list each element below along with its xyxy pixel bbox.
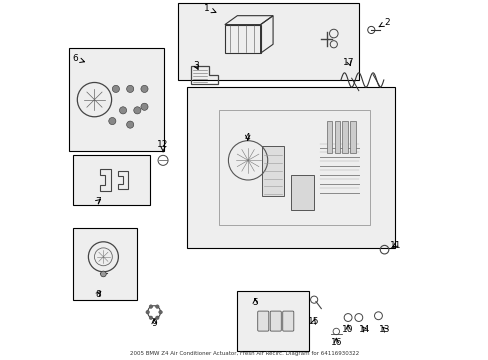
FancyBboxPatch shape bbox=[187, 87, 394, 248]
Text: 1: 1 bbox=[203, 4, 216, 13]
Circle shape bbox=[126, 121, 134, 128]
Circle shape bbox=[126, 85, 134, 93]
Circle shape bbox=[141, 103, 148, 111]
Circle shape bbox=[112, 85, 119, 93]
FancyBboxPatch shape bbox=[290, 175, 313, 210]
Text: 10: 10 bbox=[342, 325, 353, 334]
FancyBboxPatch shape bbox=[73, 155, 149, 205]
Text: 9: 9 bbox=[151, 319, 157, 328]
Circle shape bbox=[149, 305, 152, 309]
FancyBboxPatch shape bbox=[349, 121, 355, 153]
FancyBboxPatch shape bbox=[73, 228, 137, 300]
Text: 2: 2 bbox=[378, 18, 389, 27]
Text: 13: 13 bbox=[378, 325, 390, 334]
FancyBboxPatch shape bbox=[69, 48, 164, 152]
Text: 16: 16 bbox=[330, 338, 342, 347]
Text: 3: 3 bbox=[193, 61, 199, 70]
Circle shape bbox=[149, 316, 152, 320]
Text: 7: 7 bbox=[95, 197, 101, 206]
Text: 17: 17 bbox=[343, 58, 354, 67]
FancyBboxPatch shape bbox=[257, 311, 268, 331]
Text: 11: 11 bbox=[389, 240, 401, 249]
FancyBboxPatch shape bbox=[237, 291, 308, 351]
Circle shape bbox=[155, 316, 159, 320]
FancyBboxPatch shape bbox=[262, 146, 283, 196]
Text: 2005 BMW Z4 Air Conditioner Actuator, Fresh Air Recirc. Diagram for 64116930322: 2005 BMW Z4 Air Conditioner Actuator, Fr… bbox=[130, 351, 358, 356]
FancyBboxPatch shape bbox=[342, 121, 347, 153]
FancyBboxPatch shape bbox=[178, 3, 358, 80]
FancyBboxPatch shape bbox=[326, 121, 331, 153]
Text: 15: 15 bbox=[308, 316, 319, 325]
FancyBboxPatch shape bbox=[334, 121, 339, 153]
Circle shape bbox=[141, 85, 148, 93]
Text: 5: 5 bbox=[252, 298, 258, 307]
Text: 4: 4 bbox=[244, 132, 250, 141]
Circle shape bbox=[134, 107, 141, 114]
Text: 8: 8 bbox=[95, 290, 101, 299]
Text: 6: 6 bbox=[72, 54, 84, 63]
FancyBboxPatch shape bbox=[282, 311, 293, 331]
Circle shape bbox=[155, 305, 159, 309]
Circle shape bbox=[101, 271, 106, 277]
Circle shape bbox=[108, 117, 116, 125]
Text: 12: 12 bbox=[157, 140, 168, 152]
FancyBboxPatch shape bbox=[270, 311, 281, 331]
Circle shape bbox=[159, 310, 162, 314]
Circle shape bbox=[119, 107, 126, 114]
Circle shape bbox=[145, 310, 149, 314]
Text: 14: 14 bbox=[358, 325, 369, 334]
